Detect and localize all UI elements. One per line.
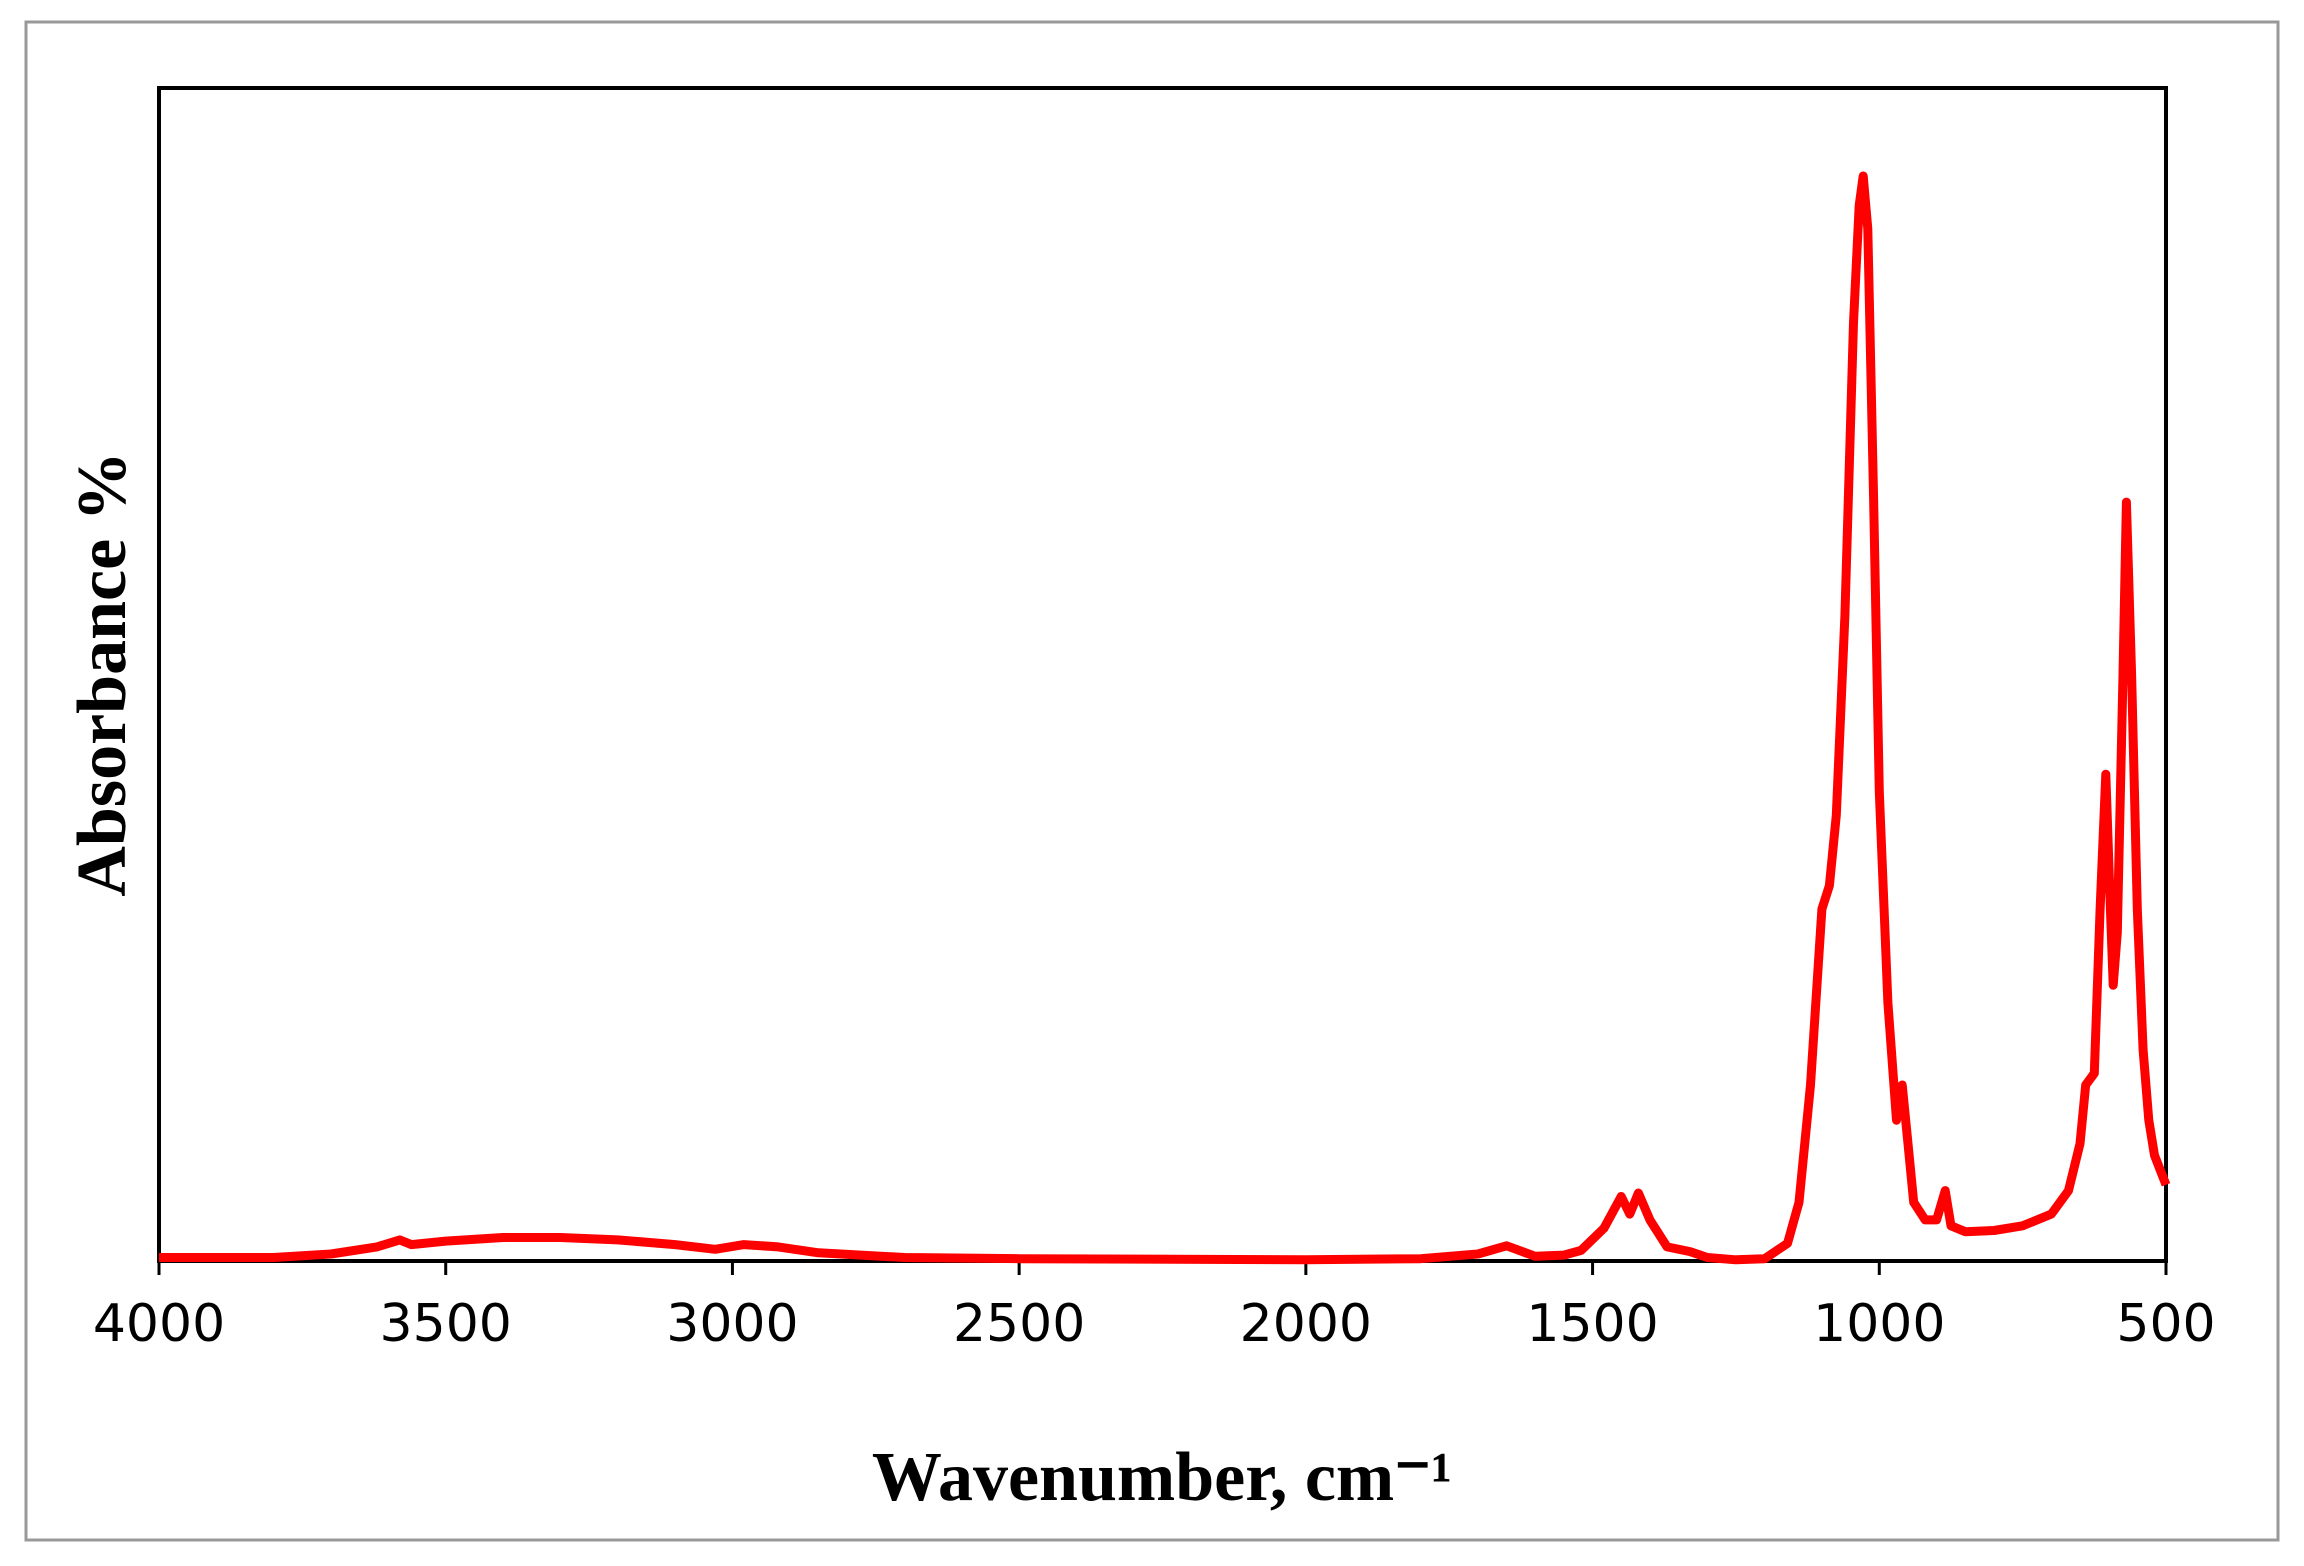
y-axis-title: Absorbance % [64, 451, 141, 896]
outer-frame [24, 20, 2280, 1542]
x-tick-label: 4000 [93, 1294, 225, 1354]
x-tick-label: 2000 [1240, 1294, 1372, 1354]
x-tick-label: 1500 [1526, 1294, 1658, 1354]
x-axis-title: Wavenumber, cm⁻¹ [872, 1439, 1452, 1516]
x-tick-label: 3000 [666, 1294, 798, 1354]
x-tick-label: 2500 [953, 1294, 1085, 1354]
spectrum-line [159, 171, 2171, 1265]
x-tick-label: 500 [2116, 1294, 2215, 1354]
x-tick-label: 3500 [380, 1294, 512, 1354]
x-tick-label: 1000 [1813, 1294, 1945, 1354]
